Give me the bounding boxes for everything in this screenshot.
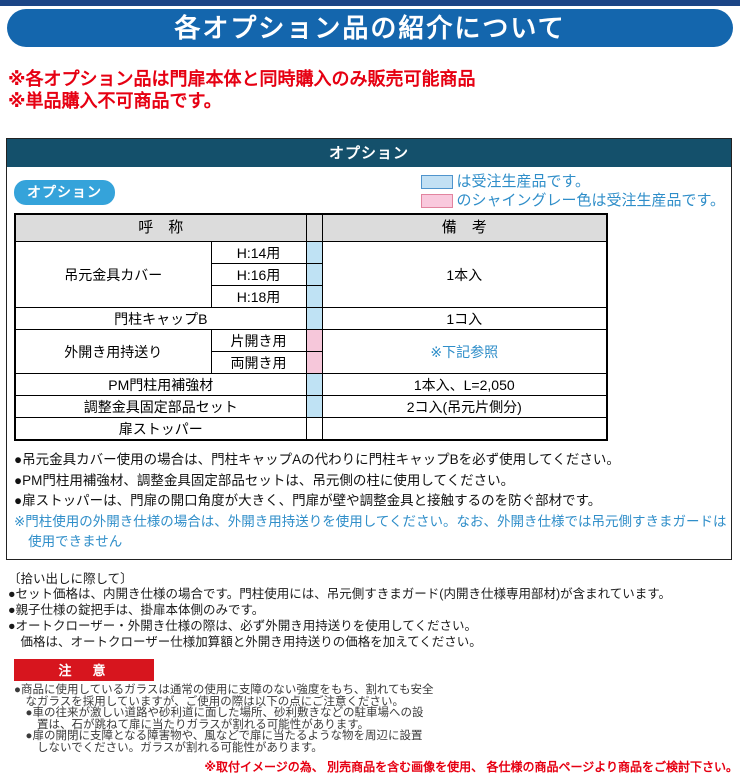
table-row: 門柱キャップB 1コ入 [14,307,608,330]
page-title: 各オプション品の紹介について [7,9,733,47]
shine-gray-indicator-pink [305,351,323,374]
order-made-legend: は受注生産品です。 のシャイングレー色は受注生産品です。 [421,172,725,210]
item-remark: 1本入 [321,241,608,308]
header-name: 呼 称 [14,213,307,242]
order-made-indicator-blue [305,395,323,418]
purchase-warnings: ※各オプション品は門扉本体と同時購入のみ販売可能商品 ※単品購入不可商品です。 [8,68,740,112]
header-remarks: 備 考 [321,213,608,242]
caution-paragraph: ●車の往来が激しい道路や砂利道に面した場所、砂利敷きなどの駐車場への設置は、石が… [25,707,424,731]
legend-text-blue: は受注生産品です。 [456,173,590,190]
note-line-blue: ※門柱使用の外開き仕様の場合は、外開き用持送りを使用してください。なお、外開き仕… [14,513,727,550]
item-remark: 1コ入 [321,307,608,330]
order-made-indicator-blue [305,285,323,308]
warning-line: ※各オプション品は門扉本体と同時購入のみ販売可能商品 [8,69,476,89]
item-size: H:16用 [210,263,307,286]
item-name: 門柱キャップB [14,307,307,330]
note-line: ●扉ストッパーは、門扉の開口角度が大きく、門扉が壁や調整金具と接触するのを防ぐ部… [14,493,602,508]
pickup-item: ●オートクローザー・外開き仕様の際は、必ず外開き用持送りを使用してください。 [8,618,478,633]
item-name: 扉ストッパー [14,417,307,441]
note-line: ●PM門柱用補強材、調整金具固定部品セットは、吊元側の柱に使用してください。 [14,472,515,488]
item-size: H:18用 [210,285,307,308]
table-row: H:16用 [15,263,607,286]
options-table: 呼 称 備 考 吊元金具カバー H:14用 1本入 H:16用 H:18用 門柱… [14,213,608,441]
blue-order-made-swatch [421,174,454,189]
item-size: H:14用 [210,241,307,264]
item-remark: 2コ入(吊元片側分) [321,395,608,418]
table-row: 吊元金具カバー H:14用 1本入 [14,241,608,308]
pickup-item: ●親子仕様の錠把手は、掛扉本体側のみです。 [8,603,265,618]
caution-label: 注 意 [14,659,154,682]
order-made-indicator-blue [305,263,323,286]
option-notes: ●吊元金具カバー使用の場合は、門柱キャップAの代わりに門柱キャップBを必ず使用し… [14,450,727,553]
item-name: PM門柱用補強材 [14,373,307,396]
item-remark: 1本入、L=2,050 [321,373,608,396]
empty-indicator [305,417,323,441]
caution-paragraph: ●扉の開閉に支障となる障害物や、風などで扉に当たるような物を周辺に設置しないでく… [25,730,423,754]
order-made-indicator-blue [305,373,323,396]
item-type: 片開き用 [210,329,307,352]
caution-section: ●商品に使用しているガラスは通常の使用に支障のない強度をもち、割れても安全なガラ… [14,685,434,753]
order-made-indicator-blue [305,241,323,264]
item-name: 吊元金具カバー [14,241,212,308]
item-remark: ※下記参照 [321,329,608,374]
table-row: 扉ストッパー [14,417,608,441]
item-name: 調整金具固定部品セット [14,395,307,418]
pickup-item-continuation: 価格は、オートクローザー仕様加算額と外開き用持送りの価格を加えてください。 [20,634,482,649]
pickup-title: 〔拾い出しに際して〕 [8,571,133,586]
item-name: 外開き用持送り [14,329,212,374]
item-type: 両開き用 [210,351,307,374]
pickup-item: ●セット価格は、内開き仕様の場合です。門柱使用には、吊元側すきまガード(内開き仕… [8,587,672,602]
table-row: 両開き用 [15,351,607,374]
table-row: PM門柱用補強材 1本入、L=2,050 [14,373,608,396]
table-row: 外開き用持送り 片開き用 ※下記参照 [14,329,608,374]
option-section-title: オプション [7,139,731,167]
warning-line: ※単品購入不可商品です。 [8,91,222,111]
legend-text-pink: のシャイングレー色は受注生産品です。 [456,192,725,209]
footer-note: ※取付イメージの為、 別売商品を含む画像を使用、 各仕様の商品ページより商品をご… [204,759,738,774]
header-indicator [305,213,323,242]
option-badge: オプション [14,180,115,205]
order-made-indicator-blue [305,307,323,330]
option-section: オプション オプション は受注生産品です。 のシャイングレー色は受注生産品です。… [6,138,732,560]
pink-shine-gray-swatch [421,193,454,208]
table-header-row: 呼 称 備 考 [14,213,608,242]
item-remark [321,417,608,441]
note-line: ●吊元金具カバー使用の場合は、門柱キャップAの代わりに門柱キャップBを必ず使用し… [14,452,620,467]
caution-paragraph: ●商品に使用しているガラスは通常の使用に支障のない強度をもち、割れても安全なガラ… [14,684,434,708]
shine-gray-indicator-pink [305,329,323,352]
pickup-section: 〔拾い出しに際して〕 ●セット価格は、内開き仕様の場合です。門柱使用には、吊元側… [8,572,740,651]
top-border-strip [0,0,740,6]
table-row: 調整金具固定部品セット 2コ入(吊元片側分) [14,395,608,418]
